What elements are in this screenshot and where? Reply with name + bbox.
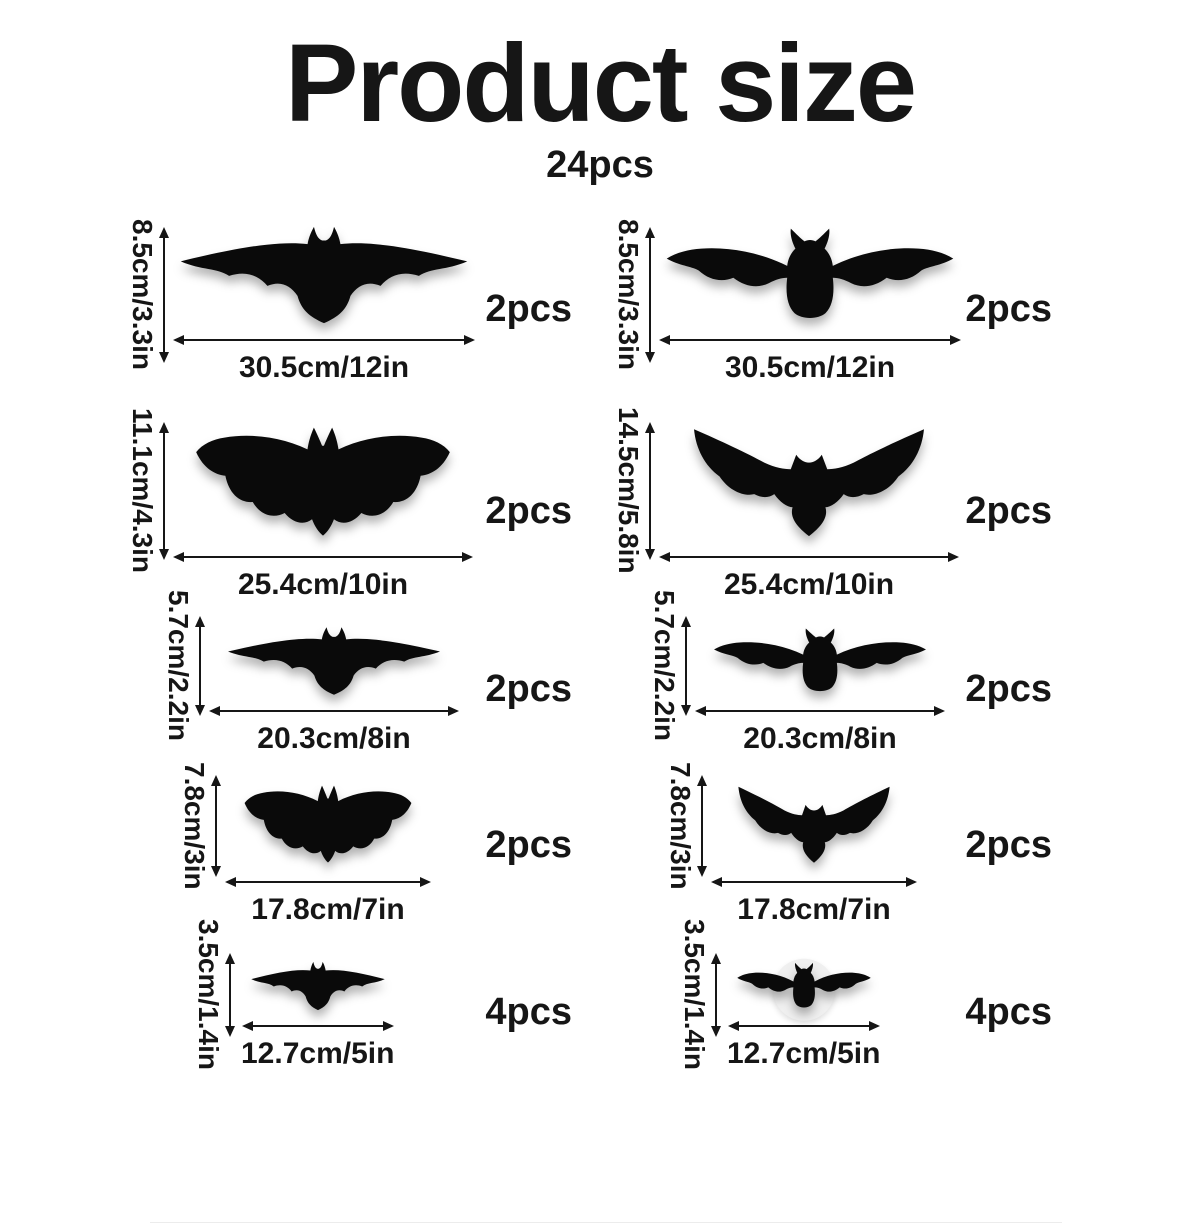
height-dimension-group: 3.5cm/1.4in [193, 919, 235, 1070]
quantity-label: 2pcs [485, 824, 572, 866]
width-dimension-group: 25.4cm/10in [659, 424, 959, 602]
height-arrow-icon [195, 615, 205, 716]
bat-wide-icon [736, 961, 872, 1011]
width-label: 20.3cm/8in [743, 721, 897, 755]
width-dimension-group: 17.8cm/7in [225, 783, 431, 927]
quantity-label: 4pcs [965, 990, 1052, 1033]
size-item: 14.5cm/5.8in 25.4cm/10in 2pcs [600, 407, 1200, 612]
height-dimension-group: 8.5cm/3.3in [613, 219, 655, 370]
width-label: 12.7cm/5in [241, 1036, 395, 1070]
quantity-label: 2pcs [485, 667, 572, 710]
quantity-label: 2pcs [485, 287, 572, 330]
width-label: 30.5cm/12in [238, 350, 410, 384]
quantity-label: 2pcs [965, 490, 1052, 532]
width-dimension-group: 30.5cm/12in [173, 225, 475, 385]
quantity-label: 2pcs [485, 490, 572, 532]
width-arrow-icon [225, 876, 431, 887]
bat-spread-icon [250, 961, 386, 1011]
quantity-label: 2pcs [965, 287, 1052, 330]
height-arrow-icon [681, 615, 691, 716]
width-dimension-group: 20.3cm/8in [209, 626, 459, 756]
size-item: 3.5cm/1.4in 12.7cm/5in 4pcs [600, 919, 1200, 1100]
size-item: 7.8cm/3in 17.8cm/7in 2pcs [0, 762, 600, 927]
bottom-divider [150, 1222, 1062, 1223]
piece-count-subtitle: 24pcs [546, 143, 654, 186]
height-label: 8.5cm/3.3in [613, 219, 644, 370]
width-dimension-group: 25.4cm/10in [173, 424, 473, 602]
page-title: Product size [284, 22, 917, 145]
bat-upswept-icon [663, 424, 955, 542]
bat-pleat-icon [177, 424, 469, 542]
bat-spread-icon [178, 225, 470, 325]
height-label: 8.5cm/3.3in [127, 219, 158, 370]
height-dimension-group: 3.5cm/1.4in [679, 919, 721, 1070]
height-label: 7.8cm/3in [179, 761, 210, 890]
width-dimension-group: 12.7cm/5in [727, 961, 880, 1071]
quantity-label: 4pcs [485, 990, 572, 1033]
width-arrow-icon [209, 705, 459, 716]
height-label: 5.7cm/2.2in [649, 590, 680, 741]
quantity-label: 2pcs [965, 667, 1052, 710]
width-arrow-icon [695, 705, 945, 716]
height-dimension-group: 11.1cm/4.3in [127, 408, 169, 573]
width-label: 12.7cm/5in [727, 1036, 881, 1070]
height-dimension-group: 7.8cm/3in [179, 762, 221, 889]
width-dimension-group: 20.3cm/8in [695, 626, 945, 756]
width-arrow-icon [173, 551, 473, 562]
size-item: 11.1cm/4.3in 25.4cm/10in 2pcs [0, 408, 600, 612]
width-label: 25.4cm/10in [723, 567, 895, 601]
width-arrow-icon [659, 551, 959, 562]
height-dimension-group: 5.7cm/2.2in [163, 590, 205, 741]
size-item: 5.7cm/2.2in 20.3cm/8in 2pcs [0, 590, 600, 767]
width-arrow-icon [659, 334, 961, 345]
width-arrow-icon [711, 876, 917, 887]
height-arrow-icon [159, 226, 169, 363]
width-label: 20.3cm/8in [257, 721, 411, 755]
bat-spread-icon [226, 626, 442, 696]
height-arrow-icon [645, 226, 655, 363]
height-arrow-icon [697, 774, 707, 877]
width-arrow-icon [173, 334, 475, 345]
height-dimension-group: 7.8cm/3in [665, 762, 707, 889]
page-root: Product size 24pcs 8.5cm/3.3in 30.5cm/12… [0, 22, 1200, 1223]
height-arrow-icon [211, 774, 221, 877]
size-item: 8.5cm/3.3in 30.5cm/12in 2pcs [600, 207, 1200, 412]
bat-wide-icon [712, 626, 928, 696]
width-dimension-group: 17.8cm/7in [711, 783, 917, 927]
height-label: 3.5cm/1.4in [193, 919, 224, 1070]
height-arrow-icon [159, 421, 169, 560]
width-arrow-icon [727, 1020, 880, 1031]
width-arrow-icon [241, 1020, 394, 1031]
quantity-label: 2pcs [965, 824, 1052, 866]
width-label: 17.8cm/7in [737, 892, 891, 926]
bat-upswept-icon [718, 783, 910, 867]
height-label: 14.5cm/5.8in [613, 407, 644, 574]
height-dimension-group: 14.5cm/5.8in [613, 407, 655, 574]
height-dimension-group: 8.5cm/3.3in [127, 219, 169, 370]
width-label: 30.5cm/12in [724, 350, 896, 384]
height-label: 3.5cm/1.4in [679, 919, 710, 1070]
height-arrow-icon [225, 952, 235, 1037]
height-arrow-icon [711, 952, 721, 1037]
height-label: 7.8cm/3in [665, 761, 696, 890]
size-grid: 8.5cm/3.3in 30.5cm/12in 2pcs 8.5cm/3.3in… [0, 207, 1200, 1100]
height-label: 11.1cm/4.3in [127, 408, 158, 574]
bat-pleat-icon [232, 783, 424, 867]
width-label: 25.4cm/10in [237, 567, 409, 601]
height-arrow-icon [645, 421, 655, 560]
width-label: 17.8cm/7in [251, 892, 405, 926]
height-label: 5.7cm/2.2in [163, 590, 194, 741]
width-dimension-group: 30.5cm/12in [659, 225, 961, 385]
size-item: 5.7cm/2.2in 20.3cm/8in 2pcs [600, 590, 1200, 767]
size-item: 3.5cm/1.4in 12.7cm/5in 4pcs [0, 919, 600, 1100]
height-dimension-group: 5.7cm/2.2in [649, 590, 691, 741]
width-dimension-group: 12.7cm/5in [241, 961, 394, 1071]
size-item: 8.5cm/3.3in 30.5cm/12in 2pcs [0, 207, 600, 412]
size-item: 7.8cm/3in 17.8cm/7in 2pcs [600, 762, 1200, 927]
bat-wide-icon [664, 225, 956, 325]
